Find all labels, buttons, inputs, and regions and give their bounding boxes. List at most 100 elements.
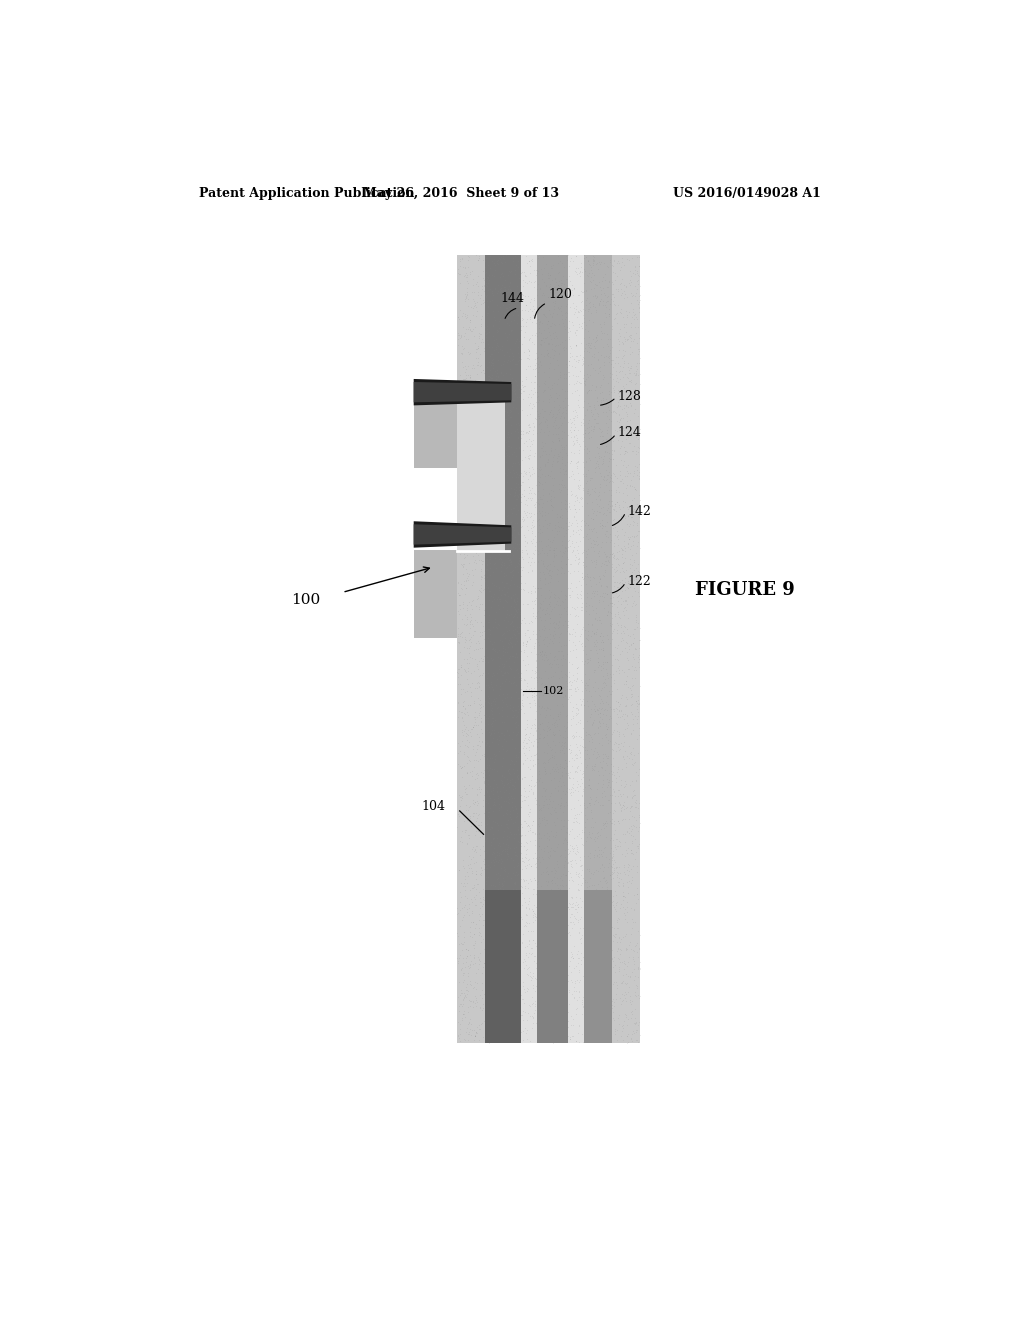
Point	[516, 655, 532, 676]
Point	[555, 903, 571, 924]
Point	[547, 759, 563, 780]
Point	[529, 983, 546, 1005]
Point	[494, 264, 510, 285]
Point	[537, 568, 553, 589]
Point	[510, 486, 526, 507]
Point	[460, 705, 476, 726]
Point	[513, 348, 529, 370]
Point	[609, 721, 626, 742]
Point	[572, 795, 589, 816]
Point	[613, 420, 630, 441]
Point	[519, 748, 536, 770]
Point	[511, 688, 527, 709]
Point	[527, 975, 544, 997]
Point	[541, 841, 557, 862]
Point	[602, 367, 618, 388]
Point	[519, 873, 536, 894]
Point	[470, 539, 486, 560]
Point	[468, 869, 484, 890]
Point	[523, 855, 540, 876]
Point	[601, 1011, 617, 1032]
Point	[601, 810, 617, 832]
Point	[631, 296, 647, 317]
Point	[503, 900, 519, 921]
Point	[534, 886, 550, 907]
Point	[486, 828, 503, 849]
Point	[596, 813, 612, 834]
Point	[543, 770, 559, 791]
Point	[495, 246, 511, 267]
Point	[456, 612, 472, 634]
Point	[603, 615, 620, 636]
Point	[497, 908, 513, 929]
Point	[568, 944, 585, 965]
Point	[508, 715, 524, 737]
Point	[551, 917, 567, 939]
Point	[455, 302, 471, 323]
Point	[504, 298, 520, 319]
Point	[478, 755, 495, 776]
Point	[524, 899, 541, 920]
Point	[459, 306, 475, 327]
Point	[481, 366, 498, 387]
Point	[480, 924, 497, 945]
Point	[578, 422, 594, 444]
Point	[500, 480, 516, 502]
Point	[451, 388, 467, 409]
Point	[586, 517, 602, 539]
Point	[597, 550, 613, 572]
Point	[569, 896, 586, 917]
Point	[618, 892, 635, 913]
Point	[516, 836, 532, 857]
Point	[548, 614, 564, 635]
Point	[580, 333, 596, 354]
Point	[574, 834, 591, 855]
Point	[462, 990, 478, 1011]
Point	[595, 693, 611, 714]
Point	[589, 912, 605, 933]
Point	[611, 412, 628, 433]
Point	[452, 595, 468, 616]
Point	[552, 795, 568, 816]
Point	[592, 376, 608, 397]
Point	[559, 777, 575, 799]
Point	[458, 795, 474, 816]
Point	[600, 285, 616, 306]
Point	[588, 488, 604, 510]
Point	[521, 931, 538, 952]
Point	[568, 704, 585, 725]
Point	[509, 418, 525, 440]
Point	[595, 389, 611, 411]
Point	[569, 667, 586, 688]
Point	[477, 317, 494, 338]
Point	[531, 569, 548, 590]
Point	[585, 293, 601, 314]
Point	[467, 1026, 483, 1047]
Point	[536, 421, 552, 442]
Point	[460, 854, 476, 875]
Point	[469, 249, 485, 271]
Point	[554, 1011, 570, 1032]
Point	[609, 932, 626, 953]
Point	[580, 480, 596, 502]
Point	[521, 697, 538, 718]
Point	[590, 704, 606, 725]
Point	[609, 692, 626, 713]
Point	[504, 635, 520, 656]
Point	[461, 467, 477, 488]
Point	[614, 795, 631, 816]
Point	[628, 660, 644, 681]
Point	[601, 991, 617, 1012]
Point	[523, 248, 540, 269]
Point	[463, 532, 479, 553]
Point	[597, 672, 613, 693]
Point	[526, 945, 543, 966]
Point	[597, 812, 613, 833]
Point	[566, 669, 583, 690]
Point	[461, 527, 477, 548]
Point	[461, 372, 477, 393]
Point	[571, 713, 588, 734]
Point	[558, 306, 574, 327]
Point	[484, 364, 501, 385]
Point	[586, 631, 602, 652]
